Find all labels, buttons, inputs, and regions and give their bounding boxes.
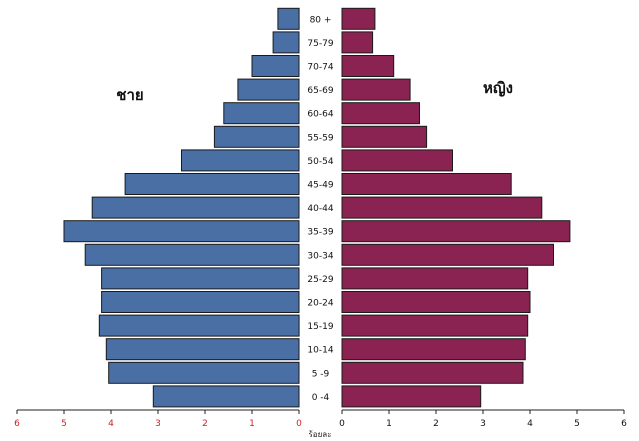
age-label-13: 65-69 bbox=[307, 86, 333, 96]
bar-male-12 bbox=[223, 102, 300, 125]
bar-female-3 bbox=[341, 314, 529, 337]
bar-female-0 bbox=[341, 385, 482, 408]
age-label-6: 30-34 bbox=[307, 251, 333, 261]
female-axis-tick-label-2: 2 bbox=[433, 419, 439, 429]
bar-female-13 bbox=[341, 78, 411, 101]
male-axis-tick-label-4: 2 bbox=[202, 419, 208, 429]
age-label-0: 0 -4 bbox=[312, 393, 330, 403]
bar-female-5 bbox=[341, 267, 529, 290]
male-axis-tick-label-6: 0 bbox=[296, 419, 302, 429]
age-label-10: 50-54 bbox=[307, 157, 333, 167]
female-axis-tick-label-0: 0 bbox=[339, 419, 345, 429]
bar-female-15 bbox=[341, 31, 374, 54]
bar-male-2 bbox=[105, 338, 300, 361]
bar-male-7 bbox=[63, 220, 300, 243]
age-label-5: 25-29 bbox=[307, 275, 333, 285]
age-label-12: 60-64 bbox=[307, 110, 333, 120]
female-axis-tick-label-3: 3 bbox=[480, 419, 486, 429]
bar-male-14 bbox=[251, 55, 300, 77]
male-axis-tick-label-0: 6 bbox=[14, 419, 20, 429]
bar-female-10 bbox=[341, 149, 453, 172]
bar-male-16 bbox=[277, 7, 300, 30]
female-series-label: หญิง bbox=[483, 79, 513, 97]
age-label-1: 5 -9 bbox=[312, 369, 330, 379]
age-label-8: 40-44 bbox=[307, 204, 333, 214]
bar-female-1 bbox=[341, 361, 524, 384]
bar-male-4 bbox=[101, 291, 300, 313]
female-x-axis: 0 1 2 3 4 5 6 bbox=[339, 409, 627, 429]
bar-female-8 bbox=[341, 196, 543, 219]
age-label-15: 75-79 bbox=[307, 39, 333, 49]
bar-female-14 bbox=[341, 55, 395, 77]
bar-male-13 bbox=[237, 78, 300, 101]
bar-male-0 bbox=[152, 385, 300, 408]
female-bars bbox=[341, 7, 571, 408]
male-series-label: ชาย bbox=[116, 86, 143, 104]
male-axis-tick-label-1: 5 bbox=[61, 419, 67, 429]
female-axis-tick-label-1: 1 bbox=[386, 419, 392, 429]
male-bars bbox=[63, 7, 300, 408]
age-label-2: 10-14 bbox=[307, 346, 333, 356]
bar-male-3 bbox=[98, 314, 300, 337]
age-label-14: 70-74 bbox=[307, 63, 333, 73]
bar-male-10 bbox=[181, 149, 300, 172]
age-label-16: 80 + bbox=[310, 15, 332, 25]
female-axis-tick-label-4: 4 bbox=[527, 419, 533, 429]
bar-female-6 bbox=[341, 243, 554, 266]
bar-female-2 bbox=[341, 338, 526, 361]
bar-male-6 bbox=[84, 243, 300, 266]
male-axis-tick-label-5: 1 bbox=[249, 419, 255, 429]
bar-male-5 bbox=[101, 267, 300, 290]
bar-female-7 bbox=[341, 220, 571, 243]
age-label-9: 45-49 bbox=[307, 181, 333, 191]
bar-female-4 bbox=[341, 291, 531, 313]
female-axis-tick-label-6: 6 bbox=[621, 419, 627, 429]
male-x-axis: 6 5 4 3 2 1 0 bbox=[14, 409, 302, 429]
bar-female-12 bbox=[341, 102, 420, 125]
bar-male-8 bbox=[91, 196, 300, 219]
age-label-3: 15-19 bbox=[307, 322, 333, 332]
bar-male-1 bbox=[108, 361, 300, 384]
female-axis-tick-label-5: 5 bbox=[574, 419, 580, 429]
bar-female-16 bbox=[341, 7, 376, 30]
bar-male-11 bbox=[213, 125, 300, 148]
x-axis-label: ร้อยละ bbox=[309, 430, 332, 439]
bar-female-11 bbox=[341, 125, 428, 148]
bar-male-15 bbox=[272, 31, 300, 54]
male-axis-tick-label-2: 4 bbox=[108, 419, 114, 429]
age-label-4: 20-24 bbox=[307, 299, 333, 309]
bar-female-9 bbox=[341, 173, 512, 195]
age-group-labels: 0 -4 5 -9 10-14 15-19 20-24 25-29 30-34 35-39 40… bbox=[307, 15, 333, 403]
bar-male-9 bbox=[124, 173, 300, 195]
age-label-7: 35-39 bbox=[307, 228, 333, 238]
age-label-11: 55-59 bbox=[307, 133, 333, 143]
male-axis-tick-label-3: 3 bbox=[155, 419, 161, 429]
